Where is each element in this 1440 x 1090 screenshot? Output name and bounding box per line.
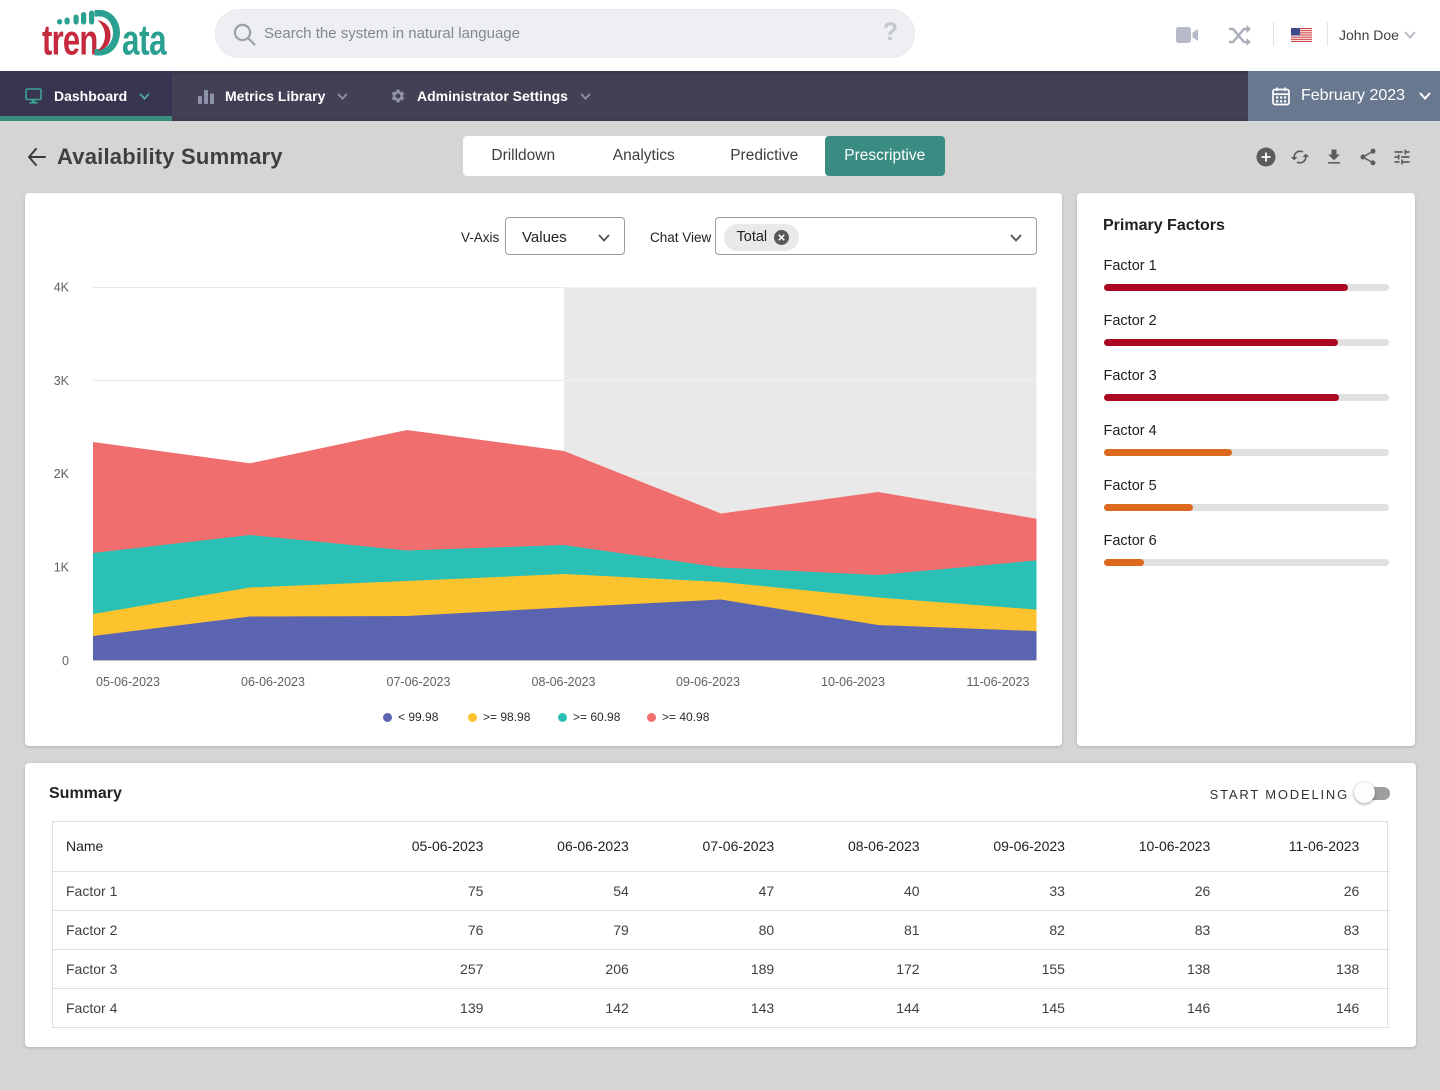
svg-text:tren: tren (42, 15, 98, 63)
svg-text:3K: 3K (54, 374, 70, 388)
svg-text:10-06-2023: 10-06-2023 (821, 675, 885, 689)
svg-text:1K: 1K (54, 561, 70, 575)
svg-text:ata: ata (122, 16, 168, 64)
svg-text:4K: 4K (54, 281, 70, 295)
svg-text:08-06-2023: 08-06-2023 (532, 675, 596, 689)
svg-text:07-06-2023: 07-06-2023 (387, 675, 451, 689)
svg-text:06-06-2023: 06-06-2023 (241, 675, 305, 689)
svg-text:11-06-2023: 11-06-2023 (966, 675, 1029, 689)
svg-text:09-06-2023: 09-06-2023 (676, 675, 740, 689)
svg-text:2K: 2K (54, 467, 70, 481)
svg-text:0: 0 (62, 654, 69, 668)
svg-text:05-06-2023: 05-06-2023 (96, 675, 160, 689)
